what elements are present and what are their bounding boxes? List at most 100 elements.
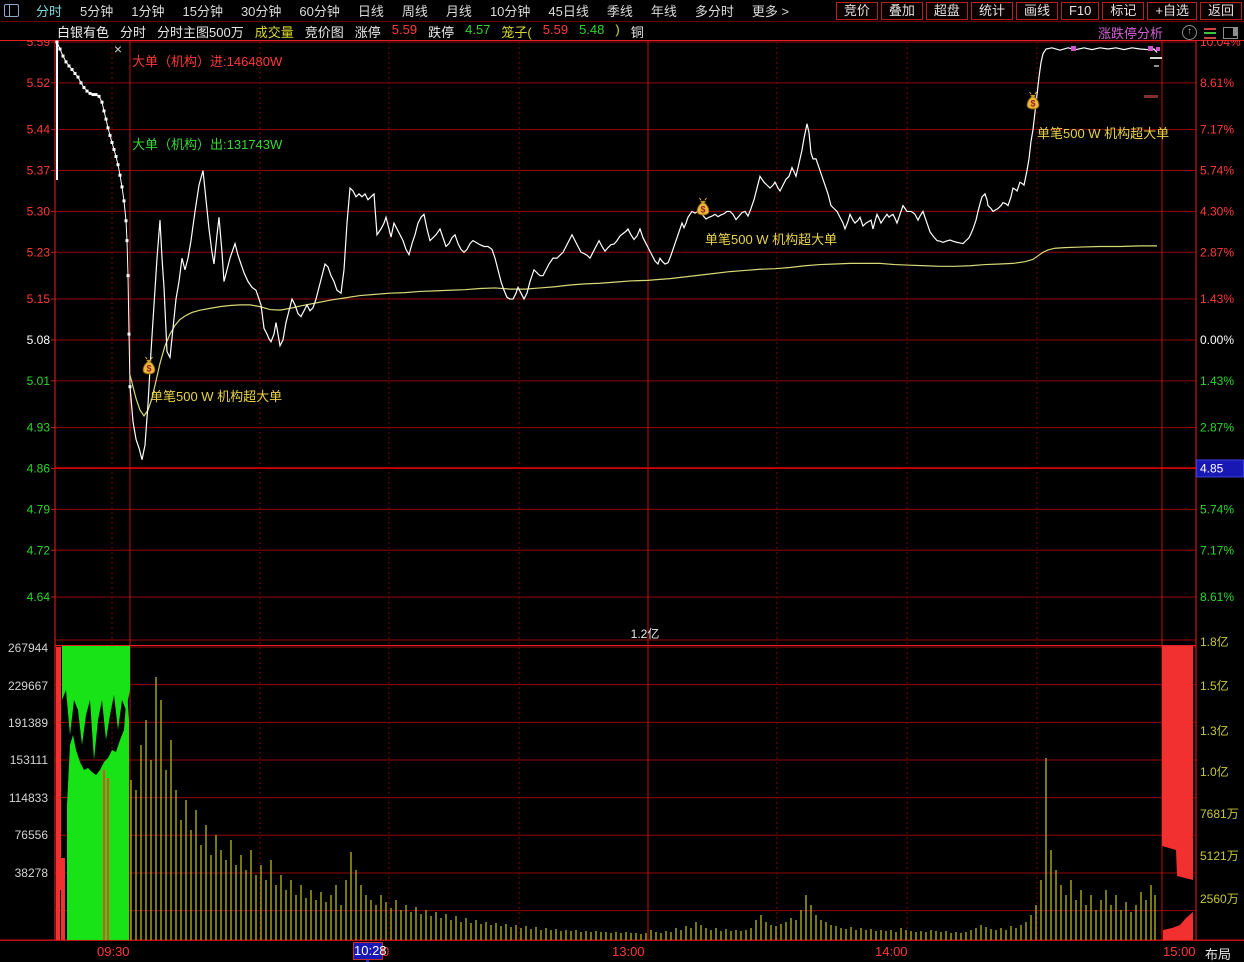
amount-mid-label: 1.2亿 bbox=[631, 626, 660, 641]
info-segment-11: 5.48 bbox=[579, 21, 605, 37]
price-axis-label: 5.52 bbox=[27, 76, 51, 90]
nav-item-5[interactable]: 60分钟 bbox=[299, 4, 340, 19]
time-label-0: 09:30 bbox=[97, 944, 130, 959]
nav-item-13[interactable]: 多分时 bbox=[694, 4, 734, 19]
pct-axis-label: 10.04% bbox=[1200, 40, 1241, 49]
vol-axis-label: 38278 bbox=[15, 866, 49, 880]
info-segment-2[interactable]: 分时主图500万 bbox=[157, 24, 244, 40]
nav-item-7[interactable]: 周线 bbox=[401, 4, 428, 19]
circle-up-arrow-icon[interactable]: ↑ bbox=[1182, 25, 1197, 40]
pct-axis-label: 4.30% bbox=[1200, 204, 1234, 218]
menu-button-3[interactable]: 统计 bbox=[970, 1, 1013, 20]
info-segment-10: 5.59 bbox=[542, 21, 569, 37]
limit-up-marks bbox=[1071, 46, 1162, 98]
window-icon[interactable] bbox=[4, 4, 19, 17]
pct-axis-label: 7.17% bbox=[1200, 543, 1234, 557]
vol-axis-label: 114833 bbox=[9, 791, 48, 805]
limit-analysis-label[interactable]: 涨跌停分析 bbox=[1097, 26, 1163, 41]
intraday-chart[interactable]: 5.59 5.52 5.44 5.37 5.30 5.23 5.15 5.08 5.01 4.93… bbox=[0, 40, 1244, 942]
menu-button-6[interactable]: 标记 bbox=[1102, 1, 1145, 20]
menu-button-5[interactable]: F10 bbox=[1060, 1, 1100, 20]
menu-button-0[interactable]: 竞价 bbox=[835, 1, 878, 20]
big-order-in-label: 大单（机构）进:146480W bbox=[132, 54, 283, 69]
info-segment-0[interactable]: 白银有色 bbox=[57, 24, 110, 40]
time-label-3: 14:00 bbox=[875, 944, 908, 959]
info-segment-1[interactable]: 分时 bbox=[120, 24, 147, 40]
vol-amount-label: 1.3亿 bbox=[1200, 723, 1229, 738]
price-axis-label: 4.93 bbox=[27, 421, 51, 435]
menu-button-1[interactable]: 叠加 bbox=[880, 1, 923, 20]
info-bar: 白银有色 分时 分时主图500万 成交量 竞价图 涨停 5.59 跌停 4.57 笼子(5.59 5… bbox=[0, 22, 1244, 42]
menu-button-4[interactable]: 画线 bbox=[1015, 1, 1058, 20]
price-axis-label: 4.86 bbox=[27, 461, 51, 475]
super-order-label-1: 单笔500 W 机构超大单 bbox=[705, 232, 837, 247]
info-segment-5: 涨停 bbox=[354, 24, 381, 40]
nav-item-11[interactable]: 季线 bbox=[606, 4, 633, 19]
split-window-icon[interactable] bbox=[1223, 26, 1238, 39]
quote-lines-icon[interactable] bbox=[1204, 27, 1216, 39]
menu-button-7[interactable]: +自选 bbox=[1147, 1, 1197, 20]
info-segments: 白银有色 分时 分时主图500万 成交量 竞价图 涨停 5.59 跌停 4.57 笼子(5.59 5… bbox=[0, 22, 655, 41]
money-bag-icon: $ bbox=[142, 356, 156, 375]
svg-text:$: $ bbox=[146, 364, 151, 374]
info-segment-12: ) bbox=[615, 21, 620, 37]
vol-amount-label: 5121万 bbox=[1200, 849, 1239, 863]
pct-axis-label: 5.74% bbox=[1200, 164, 1234, 178]
pct-axis-label: 2.87% bbox=[1200, 421, 1234, 435]
vol-amount-label: 1.8亿 bbox=[1200, 634, 1229, 649]
nav-item-2[interactable]: 1分钟 bbox=[131, 4, 165, 19]
price-axis-label: 4.64 bbox=[27, 590, 51, 604]
price-axis-label: 5.08 bbox=[27, 333, 51, 347]
nav-item-3[interactable]: 15分钟 bbox=[182, 4, 223, 19]
pct-axis-label: 1.43% bbox=[1200, 374, 1234, 388]
avg-price-line bbox=[129, 245, 1157, 417]
volume-bars bbox=[130, 677, 1156, 940]
pct-axis-label: 1.43% bbox=[1200, 292, 1234, 306]
menu-button-8[interactable]: 返回 bbox=[1199, 1, 1242, 20]
nav-item-1[interactable]: 5分钟 bbox=[80, 4, 114, 19]
crosshair-price-label: 4.85 bbox=[1200, 461, 1224, 475]
pct-axis-label: 7.17% bbox=[1200, 123, 1234, 137]
vol-axis-label: 267944 bbox=[8, 641, 48, 655]
price-axis-left bbox=[51, 41, 55, 598]
nav-item-12[interactable]: 年线 bbox=[650, 4, 677, 19]
nav-item-8[interactable]: 月线 bbox=[445, 4, 472, 19]
nav-item-4[interactable]: 30分钟 bbox=[240, 4, 282, 19]
info-segment-7: 跌停 bbox=[428, 24, 455, 40]
crosshair-time-box: 10:28 bbox=[353, 942, 387, 962]
pct-axis-label: 5.74% bbox=[1200, 502, 1234, 516]
super-order-label-2: 单笔500 W 机构超大单 bbox=[1037, 126, 1169, 141]
auction-price-line bbox=[55, 40, 132, 389]
price-axis-label: 5.44 bbox=[27, 123, 51, 137]
svg-text:$: $ bbox=[1030, 99, 1035, 109]
price-axis-label: 5.37 bbox=[27, 164, 51, 178]
time-label-4: 15:00 bbox=[1163, 944, 1196, 959]
vol-amount-label: 1.5亿 bbox=[1200, 678, 1229, 693]
info-bar-right: 涨跌停分析 ↑ bbox=[1098, 23, 1238, 42]
nav-item-14[interactable]: 更多 > bbox=[751, 4, 790, 19]
info-segment-9: 笼子( bbox=[501, 24, 532, 40]
vol-axis-label: 191389 bbox=[8, 716, 48, 730]
nav-item-9[interactable]: 10分钟 bbox=[489, 4, 531, 19]
pct-axis-label: 2.87% bbox=[1200, 245, 1234, 259]
close-auction-icon[interactable]: × bbox=[114, 41, 122, 57]
menu-button-2[interactable]: 超盘 bbox=[925, 1, 968, 20]
vol-amount-label: 2560万 bbox=[1200, 892, 1239, 906]
info-segment-3[interactable]: 成交量 bbox=[254, 24, 294, 40]
opening-auction-volume bbox=[56, 646, 130, 940]
price-line bbox=[129, 47, 1158, 460]
super-order-label-0: 单笔500 W 机构超大单 bbox=[150, 389, 282, 404]
pct-axis-label: 8.61% bbox=[1200, 76, 1234, 90]
nav-item-10[interactable]: 45日线 bbox=[548, 4, 589, 19]
price-axis-label: 5.23 bbox=[27, 245, 51, 259]
info-segment-6: 5.59 bbox=[391, 21, 418, 37]
money-bag-icon: $ bbox=[696, 197, 710, 216]
pct-axis-label: 0.00% bbox=[1200, 333, 1234, 347]
vol-amount-label: 1.0亿 bbox=[1200, 764, 1229, 779]
nav-item-0[interactable]: 分时 bbox=[36, 4, 63, 19]
layout-button[interactable]: 布局 bbox=[1205, 947, 1232, 962]
info-segment-4[interactable]: 竞价图 bbox=[304, 24, 344, 40]
vol-axis-label: 76556 bbox=[15, 828, 49, 842]
nav-item-6[interactable]: 日线 bbox=[357, 4, 384, 19]
